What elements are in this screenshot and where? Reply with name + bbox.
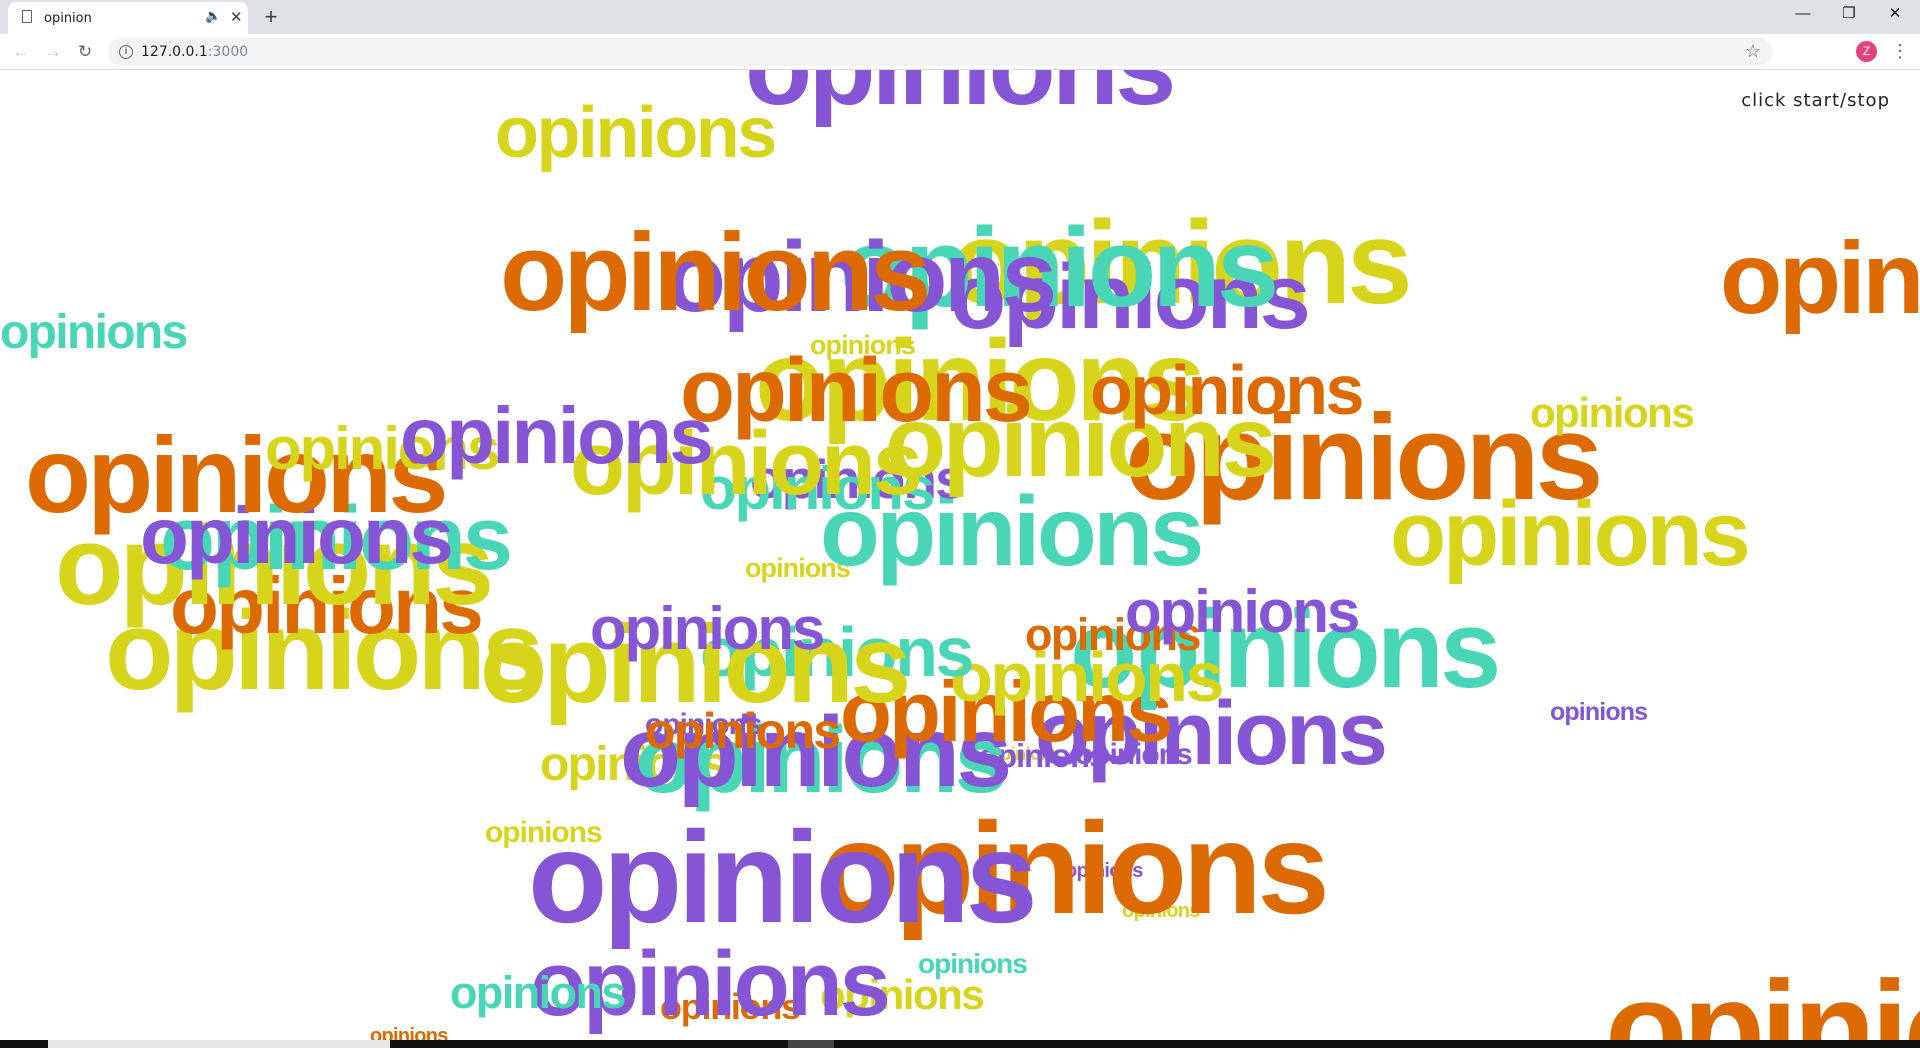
opinion-word: opinions [665, 221, 1057, 333]
opinion-word: opinions [500, 211, 931, 334]
opinion-word: opinions [918, 948, 1028, 979]
opinion-word: opinions [1125, 389, 1603, 525]
url-text[interactable]: 127.0.0.1:3000 [141, 44, 249, 60]
kebab-menu-icon[interactable]: ⋮ [1891, 41, 1909, 61]
opinion-word: opinions [370, 1025, 448, 1040]
opinion-word: opinions [840, 205, 1279, 330]
opinion-word: opinions [755, 317, 1206, 445]
opinion-word: opinions [950, 246, 1311, 348]
tab-title: opinion [44, 11, 92, 26]
opinion-word: opinions [1530, 389, 1695, 436]
opinion-word: opinions [540, 738, 728, 791]
page-icon [22, 10, 32, 23]
opinion-word: opinions [645, 703, 841, 759]
page-canvas: opinionsopinionsopinionsopinionsopinions… [0, 70, 1920, 1040]
opinion-word: opinions [485, 816, 603, 849]
opinion-word: opinions [820, 795, 1330, 941]
opinion-word: opinions [840, 665, 1173, 760]
opinion-word: opinions [745, 553, 851, 583]
taskbar-item[interactable] [788, 1040, 834, 1048]
opinion-word: opinions [635, 707, 1007, 813]
tab-strip: opinion 🔈 ✕ + — ❐ ✕ [0, 0, 1920, 34]
opinion-word: opinions [25, 414, 448, 535]
opinion-word: opinions [400, 391, 714, 480]
opinion-word: opinions [750, 448, 966, 510]
new-tab-button[interactable]: + [264, 4, 278, 29]
opinion-word: opinions [978, 737, 1107, 774]
taskbar [0, 1040, 1920, 1048]
opinion-word: opinions [810, 330, 916, 360]
opinion-word: opinions [680, 341, 1033, 441]
opinion-word: opinions [820, 476, 1204, 586]
opinion-word: opinions [700, 455, 935, 522]
opinion-word: opinions [620, 696, 1012, 808]
opinion-word: opinions [660, 986, 801, 1027]
opinion-word: opinions [1035, 684, 1388, 784]
opinion-word: opinions [0, 306, 188, 359]
opinion-word: opinions [950, 197, 1413, 329]
forward-arrow-icon[interactable]: → [44, 42, 62, 61]
opinion-word: opinions [645, 708, 763, 741]
opinion-word: opinions [495, 93, 777, 173]
opinion-word: opinions [105, 588, 544, 713]
opinion-word: opinions [990, 744, 1061, 764]
opinion-word: opinions [1075, 738, 1193, 771]
restore-icon[interactable]: ❐ [1842, 5, 1856, 22]
opinion-word: opinions [820, 971, 985, 1018]
back-arrow-icon[interactable]: ← [12, 42, 30, 61]
tab-opinion[interactable]: opinion 🔈 ✕ [8, 2, 248, 34]
opinion-word: opinions [590, 595, 825, 662]
opinion-word: opinions [1025, 609, 1201, 660]
opinion-word: opinions [1122, 900, 1200, 922]
opinion-word: opinions [1390, 483, 1751, 585]
opinion-word: opinions [885, 386, 1277, 498]
close-icon[interactable]: ✕ [230, 9, 243, 26]
star-icon[interactable]: ☆ [1744, 41, 1761, 61]
opinion-word: opinions [450, 967, 626, 1018]
opinion-word: opinions [160, 489, 513, 589]
opinion-word: opinions [528, 804, 1038, 950]
opinion-word: opinions [745, 70, 1176, 122]
opinion-word: opinions [265, 415, 500, 482]
address-bar[interactable]: i 127.0.0.1:3000 ☆ [108, 38, 1773, 66]
opinion-word: opinions [1065, 860, 1143, 882]
opinion-word: opinions [55, 503, 494, 628]
opinion-word: opinions [950, 638, 1224, 716]
opinion-word: opinions [1605, 953, 1920, 1040]
browser-toolbar: ← → ↻ i 127.0.0.1:3000 ☆ Z ⋮ [0, 34, 1920, 70]
opinion-word: opinions [1090, 351, 1364, 429]
taskbar-item[interactable] [48, 1040, 390, 1048]
window-close-icon[interactable]: ✕ [1888, 5, 1902, 22]
opinion-word: opinions [480, 603, 911, 726]
opinion-word: opinions [570, 414, 923, 514]
start-stop-button[interactable]: click start/stop [1741, 90, 1890, 111]
opinion-word: opinions [170, 561, 484, 650]
minimize-icon[interactable]: — [1795, 5, 1811, 22]
reload-icon[interactable]: ↻ [77, 42, 93, 61]
opinion-word: opinions [1125, 578, 1360, 645]
opinion-word: opinions [1550, 698, 1648, 726]
opinion-word: opinions [1070, 588, 1501, 711]
opinion-word: opinions [530, 933, 891, 1035]
opinion-word: opinions [700, 613, 974, 691]
info-icon[interactable]: i [119, 45, 133, 59]
audio-icon[interactable]: 🔈 [205, 8, 222, 23]
opinion-word: opinions [1720, 221, 1920, 335]
avatar[interactable]: Z [1856, 41, 1877, 62]
opinion-word: opinions [140, 491, 454, 580]
